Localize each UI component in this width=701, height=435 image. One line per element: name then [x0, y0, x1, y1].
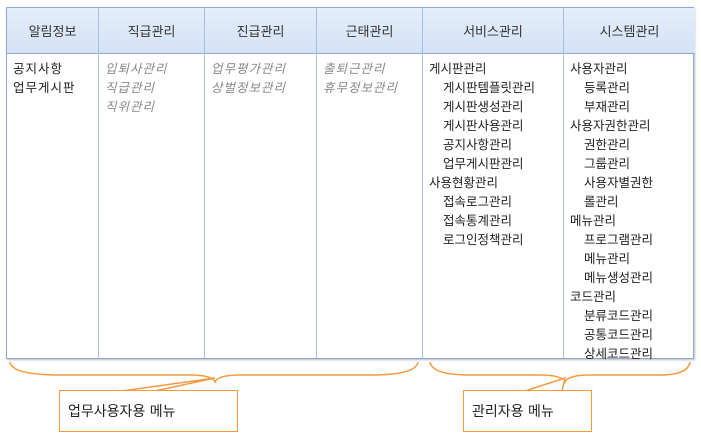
- business-menu-callout: 업무사용자용 메뉴: [59, 390, 238, 432]
- column-header: 서비스관리: [423, 8, 563, 54]
- submenu-item: 부재관리: [584, 99, 631, 114]
- business-menu-label: 업무사용자용 메뉴: [68, 404, 176, 420]
- menu-column: 직급관리 입퇴사관리 직급관리 직위관리: [99, 8, 205, 358]
- menu-item: 코드관리: [570, 289, 617, 304]
- submenu-item: 상세코드관리: [584, 346, 654, 361]
- submenu-item: 권한관리: [584, 137, 631, 152]
- admin-brace: [429, 361, 691, 384]
- submenu-item: 롤관리: [584, 194, 619, 209]
- menu-item: 상벌정보관리: [211, 80, 287, 95]
- admin-menu-callout: 관리자용 메뉴: [463, 390, 592, 432]
- submenu-item: 게시판템플릿관리: [443, 80, 536, 95]
- menu-item: 입퇴사관리: [105, 61, 168, 76]
- column-header: 알림정보: [7, 8, 98, 54]
- menu-item: 메뉴관리: [570, 213, 617, 228]
- submenu-item: 접속로그관리: [443, 194, 513, 209]
- menu-item: 휴무정보관리: [323, 80, 399, 95]
- submenu-item: 공지사항관리: [443, 137, 513, 152]
- admin-menu-label: 관리자용 메뉴: [472, 404, 554, 420]
- submenu-item: 접속통계관리: [443, 213, 513, 228]
- menu-item: 직급관리: [105, 80, 156, 95]
- submenu-item: 공통코드관리: [584, 327, 654, 342]
- column-header: 근태관리: [317, 8, 422, 54]
- submenu-item: 로그인정책관리: [443, 232, 524, 247]
- submenu-item: 등록관리: [584, 80, 631, 95]
- column-header: 시스템관리: [564, 8, 695, 54]
- column-header: 진급관리: [205, 8, 316, 54]
- menu-item: 사용현황관리: [429, 175, 499, 190]
- menu-item: 사용자권한관리: [570, 118, 651, 133]
- submenu-item: 게시판사용관리: [443, 118, 524, 133]
- submenu-item: 메뉴관리: [584, 251, 631, 266]
- submenu-item: 프로그램관리: [584, 232, 654, 247]
- menu-item: 업무평가관리: [211, 61, 287, 76]
- menu-item: 공지사항: [13, 61, 64, 76]
- submenu-item: 분류코드관리: [584, 308, 654, 323]
- submenu-item: 업무게시판관리: [443, 156, 524, 171]
- menu-item: 업무게시판: [13, 80, 76, 95]
- menu-item: 사용자관리: [570, 61, 628, 76]
- menu-structure-table: 알림정보 공지사항 업무게시판 직급관리 입퇴사관리 직급관리 직위관리 진급관리 업무평가관리…: [6, 7, 695, 361]
- menu-item: 출퇴근관리: [323, 61, 386, 76]
- menu-item: 직위관리: [105, 99, 156, 114]
- submenu-item: 메뉴생성관리: [584, 270, 654, 285]
- submenu-item: 게시판생성관리: [443, 99, 524, 114]
- submenu-item: 사용자별권한: [584, 175, 654, 190]
- business-brace: [9, 361, 419, 384]
- menu-item: 게시판관리: [429, 61, 487, 76]
- column-header: 직급관리: [99, 8, 204, 54]
- submenu-item: 그룹관리: [584, 156, 631, 171]
